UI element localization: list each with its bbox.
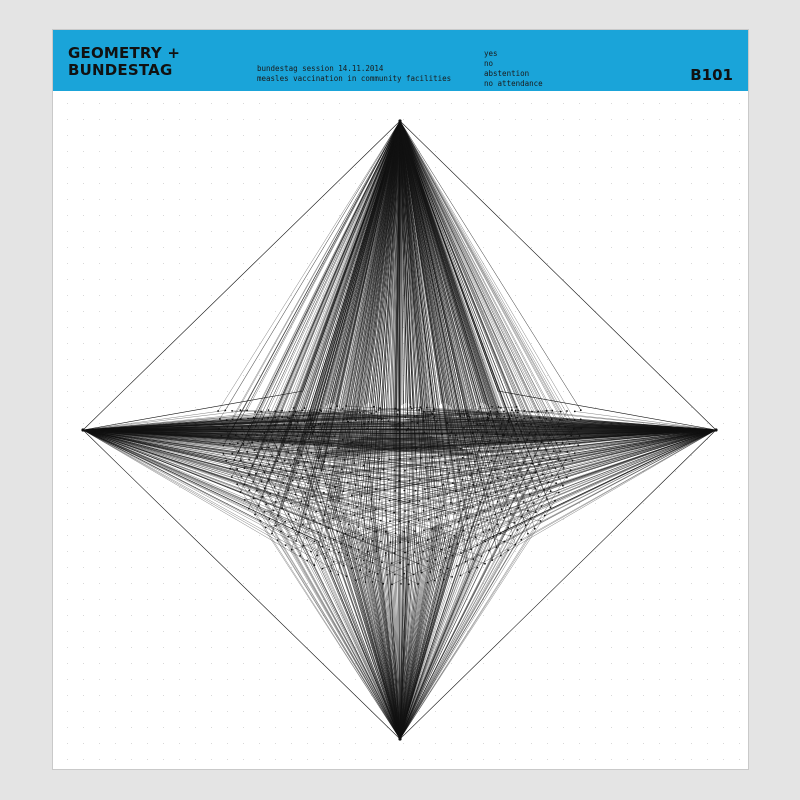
vote-dots: [81, 119, 718, 741]
title-line-1: GEOMETRY +: [68, 44, 181, 62]
session-line: bundestag session 14.11.2014: [257, 64, 384, 73]
session-info: bundestag session 14.11.2014 measles vac…: [257, 64, 451, 84]
vote-legend: yes no abstention no attendance: [484, 49, 543, 89]
geometry-artwork: [67, 103, 740, 760]
vote-line-web: [82, 120, 717, 740]
vertex-right: [714, 428, 718, 432]
title-line-2: BUNDESTAG: [68, 61, 173, 79]
vertex-top: [398, 119, 402, 123]
vertex-bottom: [398, 737, 402, 741]
poster-code: B101: [690, 66, 733, 84]
legend-item-no-attendance: no attendance: [484, 79, 543, 88]
legend-item-no: no: [484, 59, 494, 68]
header-banner: GEOMETRY + BUNDESTAG bundestag session 1…: [53, 30, 748, 91]
topic-line: measles vaccination in community facilit…: [257, 74, 452, 83]
legend-item-yes: yes: [484, 49, 498, 58]
poster-title: GEOMETRY + BUNDESTAG: [68, 45, 180, 79]
poster: GEOMETRY + BUNDESTAG bundestag session 1…: [52, 29, 749, 770]
vertex-left: [81, 428, 85, 432]
legend-item-abstention: abstention: [484, 69, 530, 78]
